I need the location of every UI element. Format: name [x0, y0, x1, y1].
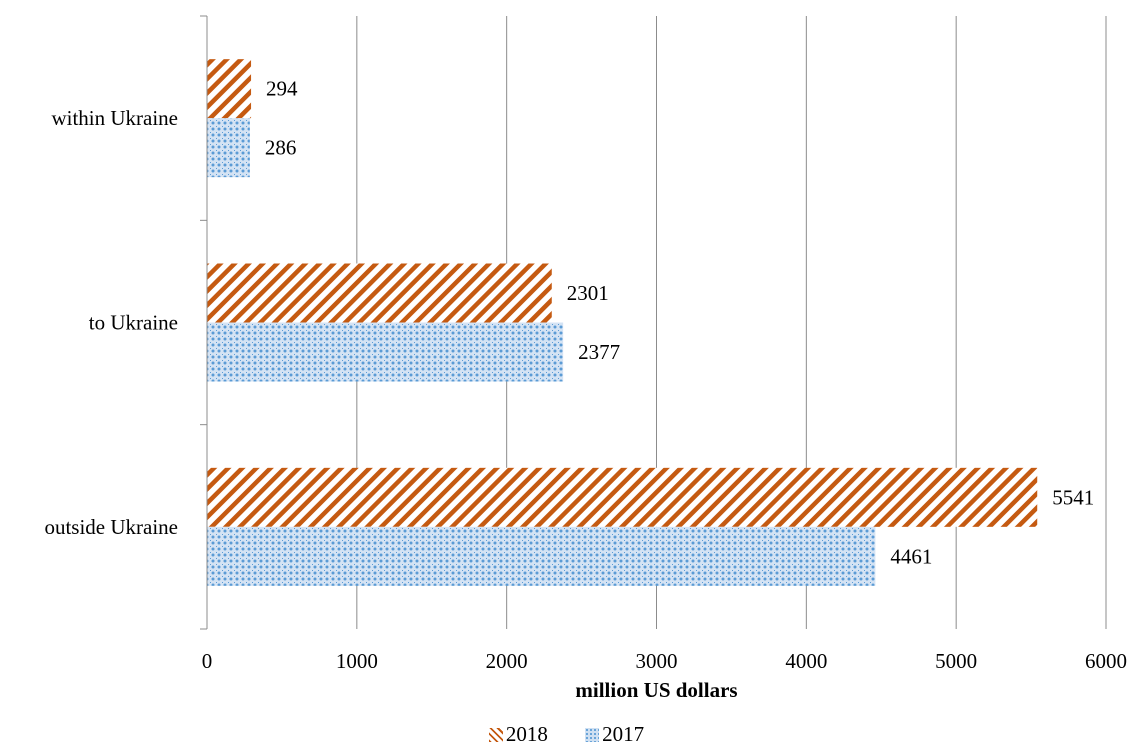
legend: 2018 2017: [0, 722, 1133, 748]
x-tick-label-2000: 2000: [486, 649, 528, 673]
data-label-2017-0: 286: [265, 136, 297, 160]
x-tick-label-1000: 1000: [336, 649, 378, 673]
bar-2017-1: [207, 322, 564, 382]
legend-item-2018: 2018: [488, 722, 548, 747]
data-label-2018-2: 5541: [1052, 485, 1094, 509]
legend-label-2017: 2017: [602, 722, 645, 746]
bar-2017-2: [207, 526, 876, 586]
bar-2017-0: [207, 118, 250, 178]
x-tick-label-4000: 4000: [785, 649, 827, 673]
x-tick-label-3000: 3000: [636, 649, 678, 673]
data-label-2017-1: 2377: [578, 340, 620, 364]
x-tick-label-5000: 5000: [935, 649, 977, 673]
legend-label-2018: 2018: [505, 722, 548, 746]
data-label-2018-1: 2301: [567, 281, 609, 305]
bar-2018-1: [207, 263, 552, 323]
bar-2018-0: [207, 59, 252, 119]
legend-item-2017: 2017: [585, 722, 644, 747]
x-axis-title: million US dollars: [575, 678, 737, 702]
legend-swatch-2017: [585, 727, 600, 742]
data-label-2018-0: 294: [266, 77, 298, 101]
category-label-2: outside Ukraine: [44, 515, 178, 539]
x-tick-label-6000: 6000: [1085, 649, 1127, 673]
bar-2018-2: [207, 467, 1038, 527]
category-label-0: within Ukraine: [51, 106, 178, 130]
legend-swatch-2018: [488, 727, 503, 742]
data-label-2017-2: 4461: [890, 544, 932, 568]
category-label-1: to Ukraine: [89, 311, 178, 335]
x-tick-label-0: 0: [202, 649, 213, 673]
